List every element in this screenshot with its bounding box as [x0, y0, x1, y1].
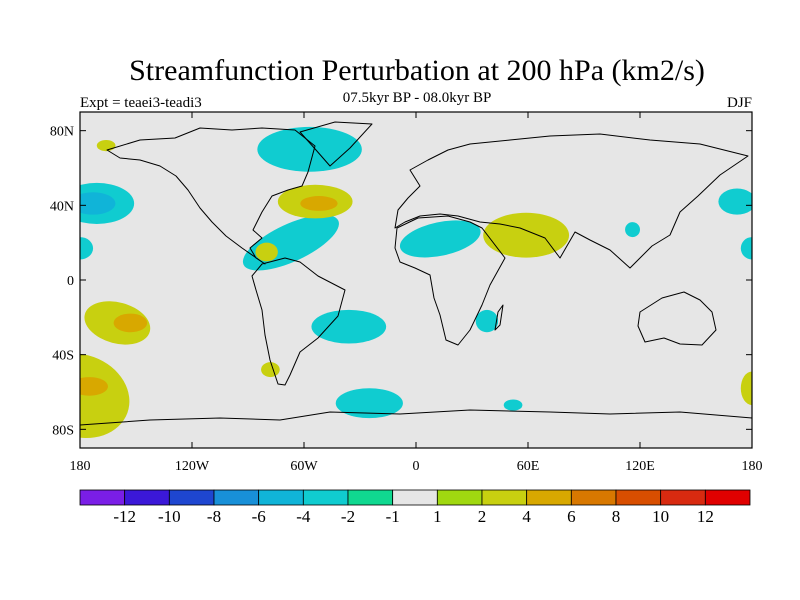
contour-region-pos-20 [740, 371, 752, 406]
colorbar-label-7: 1 [433, 507, 442, 526]
colorbar-box-6 [347, 489, 394, 506]
colorbar-label-12: 10 [652, 507, 669, 526]
x-axis-ticks: 180 120W 60W 0 60E 120E 180 [70, 112, 763, 474]
colorbar-box-12 [615, 489, 662, 506]
colorbar-box-3 [213, 489, 260, 506]
contour-region-pos-19 [483, 212, 570, 258]
colorbar-label-2: -8 [207, 507, 221, 526]
colorbar-label-13: 12 [697, 507, 714, 526]
x-tick-label-3: 0 [413, 459, 420, 474]
coastline-africa [394, 215, 506, 346]
contour-region-pos-14 [113, 313, 148, 333]
contour-region-neg-9 [475, 309, 499, 333]
contour-region-pos-23 [261, 362, 280, 378]
contour-region-pos-15 [80, 353, 130, 438]
contour-region-pos-21 [96, 140, 116, 152]
contour-region-neg-5 [311, 309, 387, 344]
chart-title: Streamfunction Perturbation at 200 hPa (… [129, 54, 705, 87]
x-tick-label-1: 120W [175, 459, 210, 474]
coastline-eurasia [394, 133, 749, 269]
colorbar-box-9 [481, 489, 528, 506]
x-tick-label-4: 60E [517, 459, 540, 474]
contour-region-neg-2 [80, 237, 94, 260]
colorbar-box-2 [168, 489, 215, 506]
y-tick-label-1: 40N [50, 199, 74, 214]
x-tick-label-6: 180 [742, 459, 763, 474]
y-tick-label-2: 0 [67, 274, 74, 289]
x-tick-label-2: 60W [290, 459, 318, 474]
y-tick-label-0: 80N [50, 125, 74, 140]
colorbar-label-4: -4 [296, 507, 311, 526]
y-tick-label-3: 40S [52, 349, 74, 364]
colorbar-box-1 [124, 489, 170, 506]
x-tick-label-0: 180 [70, 459, 91, 474]
colorbar-box-13 [660, 489, 706, 506]
colorbar-box-11 [570, 489, 617, 506]
contour-region-neg-10 [625, 222, 640, 238]
colorbar-box-8 [436, 489, 483, 506]
colorbar-label-10: 6 [567, 507, 576, 526]
experiment-label: Expt = teaei3-teadi3 [80, 95, 202, 111]
chart-subtitle: 07.5kyr BP - 08.0kyr BP [343, 90, 492, 106]
colorbar-label-9: 4 [522, 507, 531, 526]
season-label: DJF [727, 95, 752, 111]
map-background [80, 112, 752, 448]
colorbar-box-14 [704, 489, 751, 506]
coastlines [80, 121, 752, 426]
colorbar-box-0 [79, 489, 126, 506]
contour-region-neg-1 [80, 192, 116, 215]
colorbar-label-5: -2 [341, 507, 355, 526]
coastline-australia [637, 291, 717, 346]
colorbar-boxes [79, 489, 751, 506]
colorbar-label-0: -12 [113, 507, 136, 526]
coastline-south-america [251, 257, 346, 386]
coastline-greenland [299, 121, 373, 167]
colorbar-box-7 [392, 489, 438, 506]
colorbar-box-4 [258, 489, 304, 506]
colorbar-label-8: 2 [478, 507, 487, 526]
colorbar-box-10 [526, 489, 572, 506]
contour-region-pos-16 [80, 377, 108, 396]
colorbar-label-11: 8 [612, 507, 621, 526]
coastline-north-america [106, 127, 316, 265]
contour-region-pos-22 [255, 242, 278, 262]
y-tick-label-4: 80S [52, 423, 74, 438]
x-tick-label-5: 120E [625, 459, 655, 474]
colorbar: -12 -10 -8 -6 -4 -2 -1 1 2 4 6 8 10 12 [79, 489, 751, 526]
colorbar-label-6: -1 [386, 507, 400, 526]
contour-region-neg-12 [740, 237, 752, 260]
contour-region-neg-8 [399, 220, 481, 258]
colorbar-labels: -12 -10 -8 -6 -4 -2 -1 1 2 4 6 8 10 12 [113, 507, 714, 526]
contour-regions [80, 126, 752, 438]
contour-region-neg-6 [335, 388, 403, 419]
colorbar-box-5 [302, 489, 349, 506]
coastline-madagascar [494, 304, 504, 331]
colorbar-label-1: -10 [158, 507, 181, 526]
y-axis-ticks: 80N 40N 0 40S 80S [50, 125, 752, 438]
contour-region-pos-18 [300, 196, 338, 211]
coastline-antarctica [80, 409, 752, 426]
colorbar-label-3: -6 [252, 507, 266, 526]
contour-region-neg-11 [718, 188, 752, 215]
map-panel: 180 120W 60W 0 60E 120E 180 80N 40N 0 40S 80S [50, 111, 763, 474]
contour-region-neg-7 [503, 399, 523, 411]
